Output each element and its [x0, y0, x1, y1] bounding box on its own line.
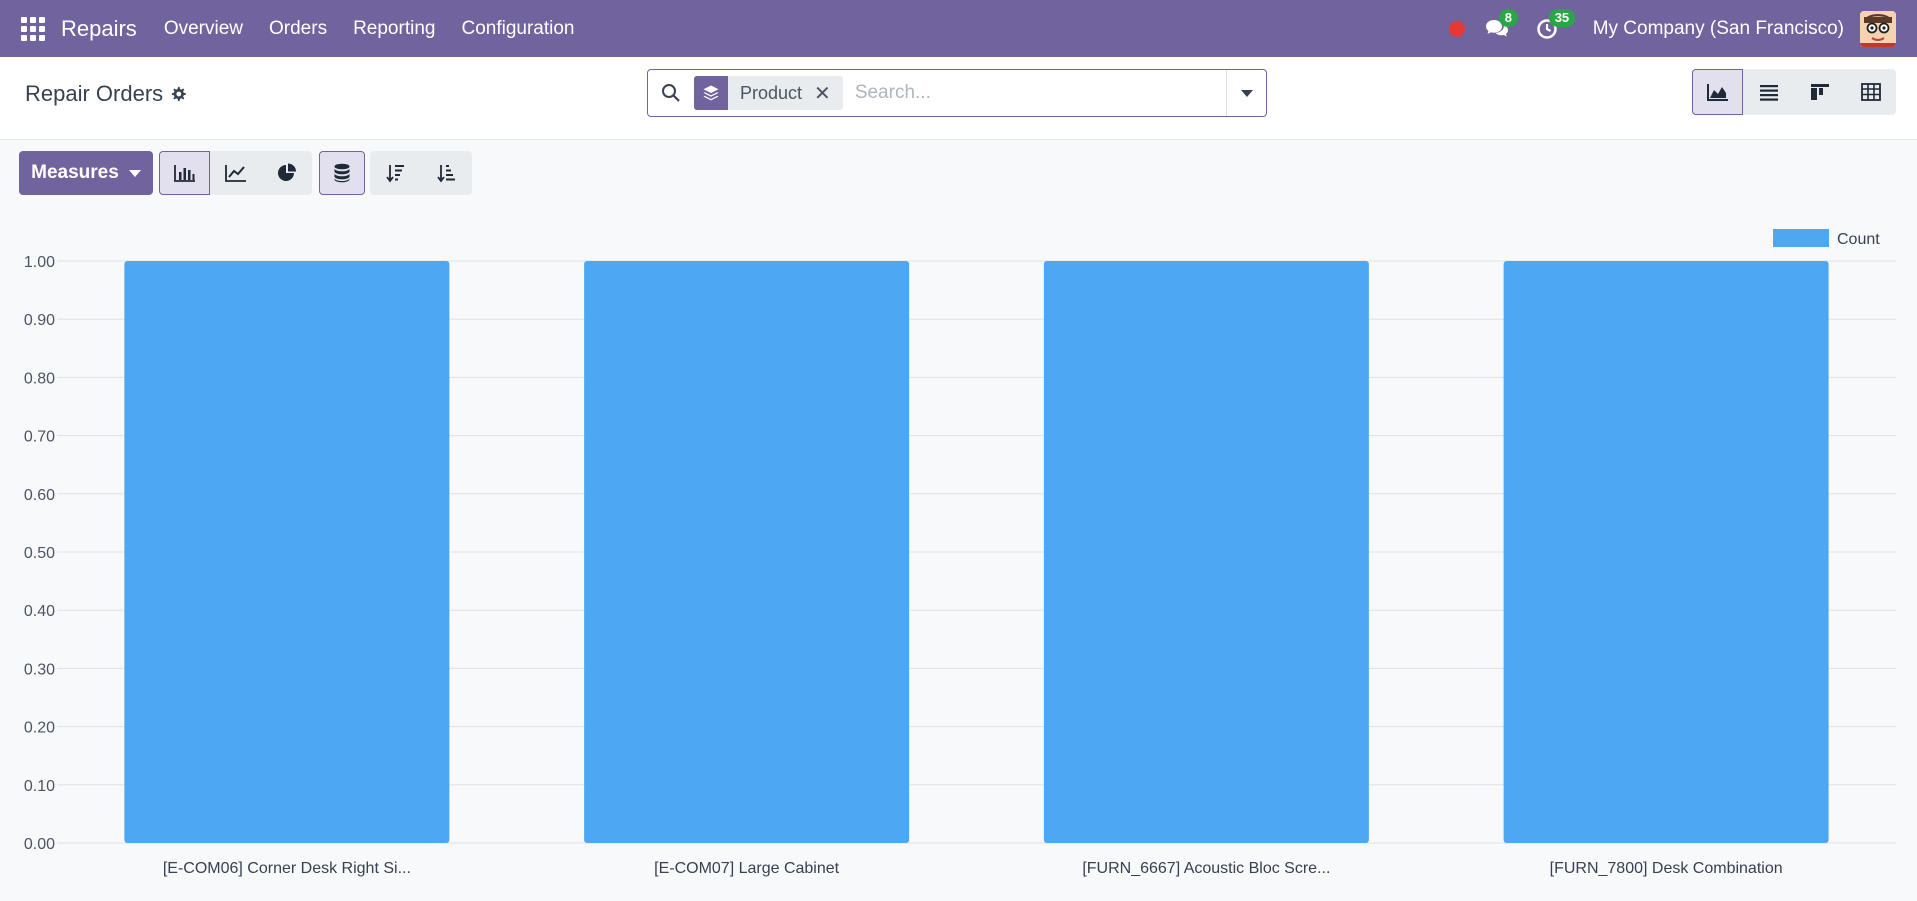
x-category-label: [FURN_6667] Acoustic Bloc Scre... [1082, 860, 1330, 877]
pie-chart-button[interactable] [261, 151, 312, 195]
search-facet-label: Product [740, 82, 803, 103]
caret-down-icon [128, 169, 141, 177]
activities-button[interactable]: 35 [1533, 8, 1576, 43]
view-switcher [1692, 69, 1896, 115]
search-options-toggle[interactable] [1226, 70, 1266, 116]
y-tick-label: 0.60 [24, 487, 55, 504]
kanban-icon [1810, 84, 1829, 100]
nav-overview[interactable]: Overview [163, 17, 243, 39]
gear-icon[interactable] [171, 86, 187, 102]
y-tick-label: 0.50 [24, 545, 55, 562]
caret-down-icon [1240, 89, 1253, 97]
y-tick-label: 0.70 [24, 429, 55, 446]
line-chart-icon [224, 165, 246, 182]
search-facet-groupby: Product ✕ [694, 76, 843, 110]
sort-group [370, 151, 472, 195]
measures-label: Measures [31, 162, 119, 183]
nav-orders[interactable]: Orders [269, 17, 328, 39]
list-icon [1759, 85, 1778, 101]
y-tick-label: 0.20 [24, 720, 55, 737]
clock-icon [1536, 18, 1557, 39]
bar-chart-icon [173, 165, 195, 182]
y-tick-label: 1.00 [24, 254, 55, 271]
bar-chart: 0.00 0.10 0.20 0.30 0.40 0.50 0.60 0.70 0.80 0.90… [24, 229, 1896, 877]
page-title: Repair Orders [25, 81, 164, 106]
sort-ascending-button[interactable] [421, 151, 472, 195]
y-tick-label: 0.30 [24, 661, 55, 678]
bar[interactable] [584, 261, 910, 843]
line-chart-button[interactable] [210, 151, 261, 195]
sort-descending-icon [385, 165, 404, 183]
legend-label: Count [1837, 231, 1880, 248]
x-category-label: [E-COM06] Corner Desk Right Si... [163, 860, 411, 877]
kanban-view-button[interactable] [1794, 69, 1845, 115]
breadcrumb: Repair Orders [25, 81, 187, 107]
chat-icon [1485, 19, 1508, 36]
nav-reporting[interactable]: Reporting [353, 17, 436, 39]
systray: 8 35 My Company (San Francisco) [1448, 0, 1917, 57]
bar[interactable] [1503, 261, 1829, 843]
apps-menu-icon[interactable] [21, 16, 45, 41]
messages-count-badge: 8 [1498, 8, 1518, 27]
y-tick-label: 0.90 [24, 312, 55, 329]
activities-count-badge: 35 [1548, 8, 1576, 27]
control-panel: Repair Orders Product ✕ [0, 57, 1917, 140]
measures-button[interactable]: Measures [19, 151, 153, 195]
bar-chart-button[interactable] [159, 151, 210, 195]
top-navbar: Repairs Overview Orders Reporting Config… [0, 0, 1917, 57]
x-category-label: [E-COM07] Large Cabinet [654, 860, 840, 877]
stacked-group [319, 151, 365, 195]
table-icon [1860, 83, 1881, 101]
chart-type-group [159, 151, 312, 195]
layers-icon [694, 76, 728, 110]
y-tick-label: 0.80 [24, 370, 55, 387]
nav-configuration[interactable]: Configuration [461, 17, 575, 39]
avatar-face-icon [1860, 10, 1896, 47]
graph-view-button[interactable] [1692, 69, 1743, 115]
area-chart-icon [1706, 84, 1728, 101]
y-tick-label: 0.00 [24, 836, 55, 853]
remove-facet-icon[interactable]: ✕ [814, 82, 831, 105]
recording-indicator-icon[interactable] [1448, 20, 1465, 37]
search-icon[interactable] [648, 70, 694, 116]
y-tick-label: 0.40 [24, 603, 55, 620]
sort-ascending-icon [436, 165, 455, 183]
x-category-label: [FURN_7800] Desk Combination [1550, 860, 1783, 877]
search-bar: Product ✕ [647, 69, 1267, 117]
pivot-view-button[interactable] [1845, 69, 1896, 115]
messages-button[interactable]: 8 [1483, 8, 1518, 43]
app-brand[interactable]: Repairs [61, 15, 137, 41]
bar[interactable] [124, 261, 450, 843]
pie-chart-icon [277, 163, 296, 181]
search-input[interactable] [842, 73, 1226, 113]
user-avatar[interactable] [1860, 10, 1896, 47]
company-switcher[interactable]: My Company (San Francisco) [1592, 17, 1844, 39]
list-view-button[interactable] [1743, 69, 1794, 115]
legend-swatch[interactable] [1773, 229, 1829, 247]
bar[interactable] [1043, 261, 1369, 843]
database-icon [334, 163, 350, 183]
sort-descending-button[interactable] [370, 151, 421, 195]
y-tick-label: 0.10 [24, 778, 55, 795]
stacked-button[interactable] [319, 151, 365, 195]
